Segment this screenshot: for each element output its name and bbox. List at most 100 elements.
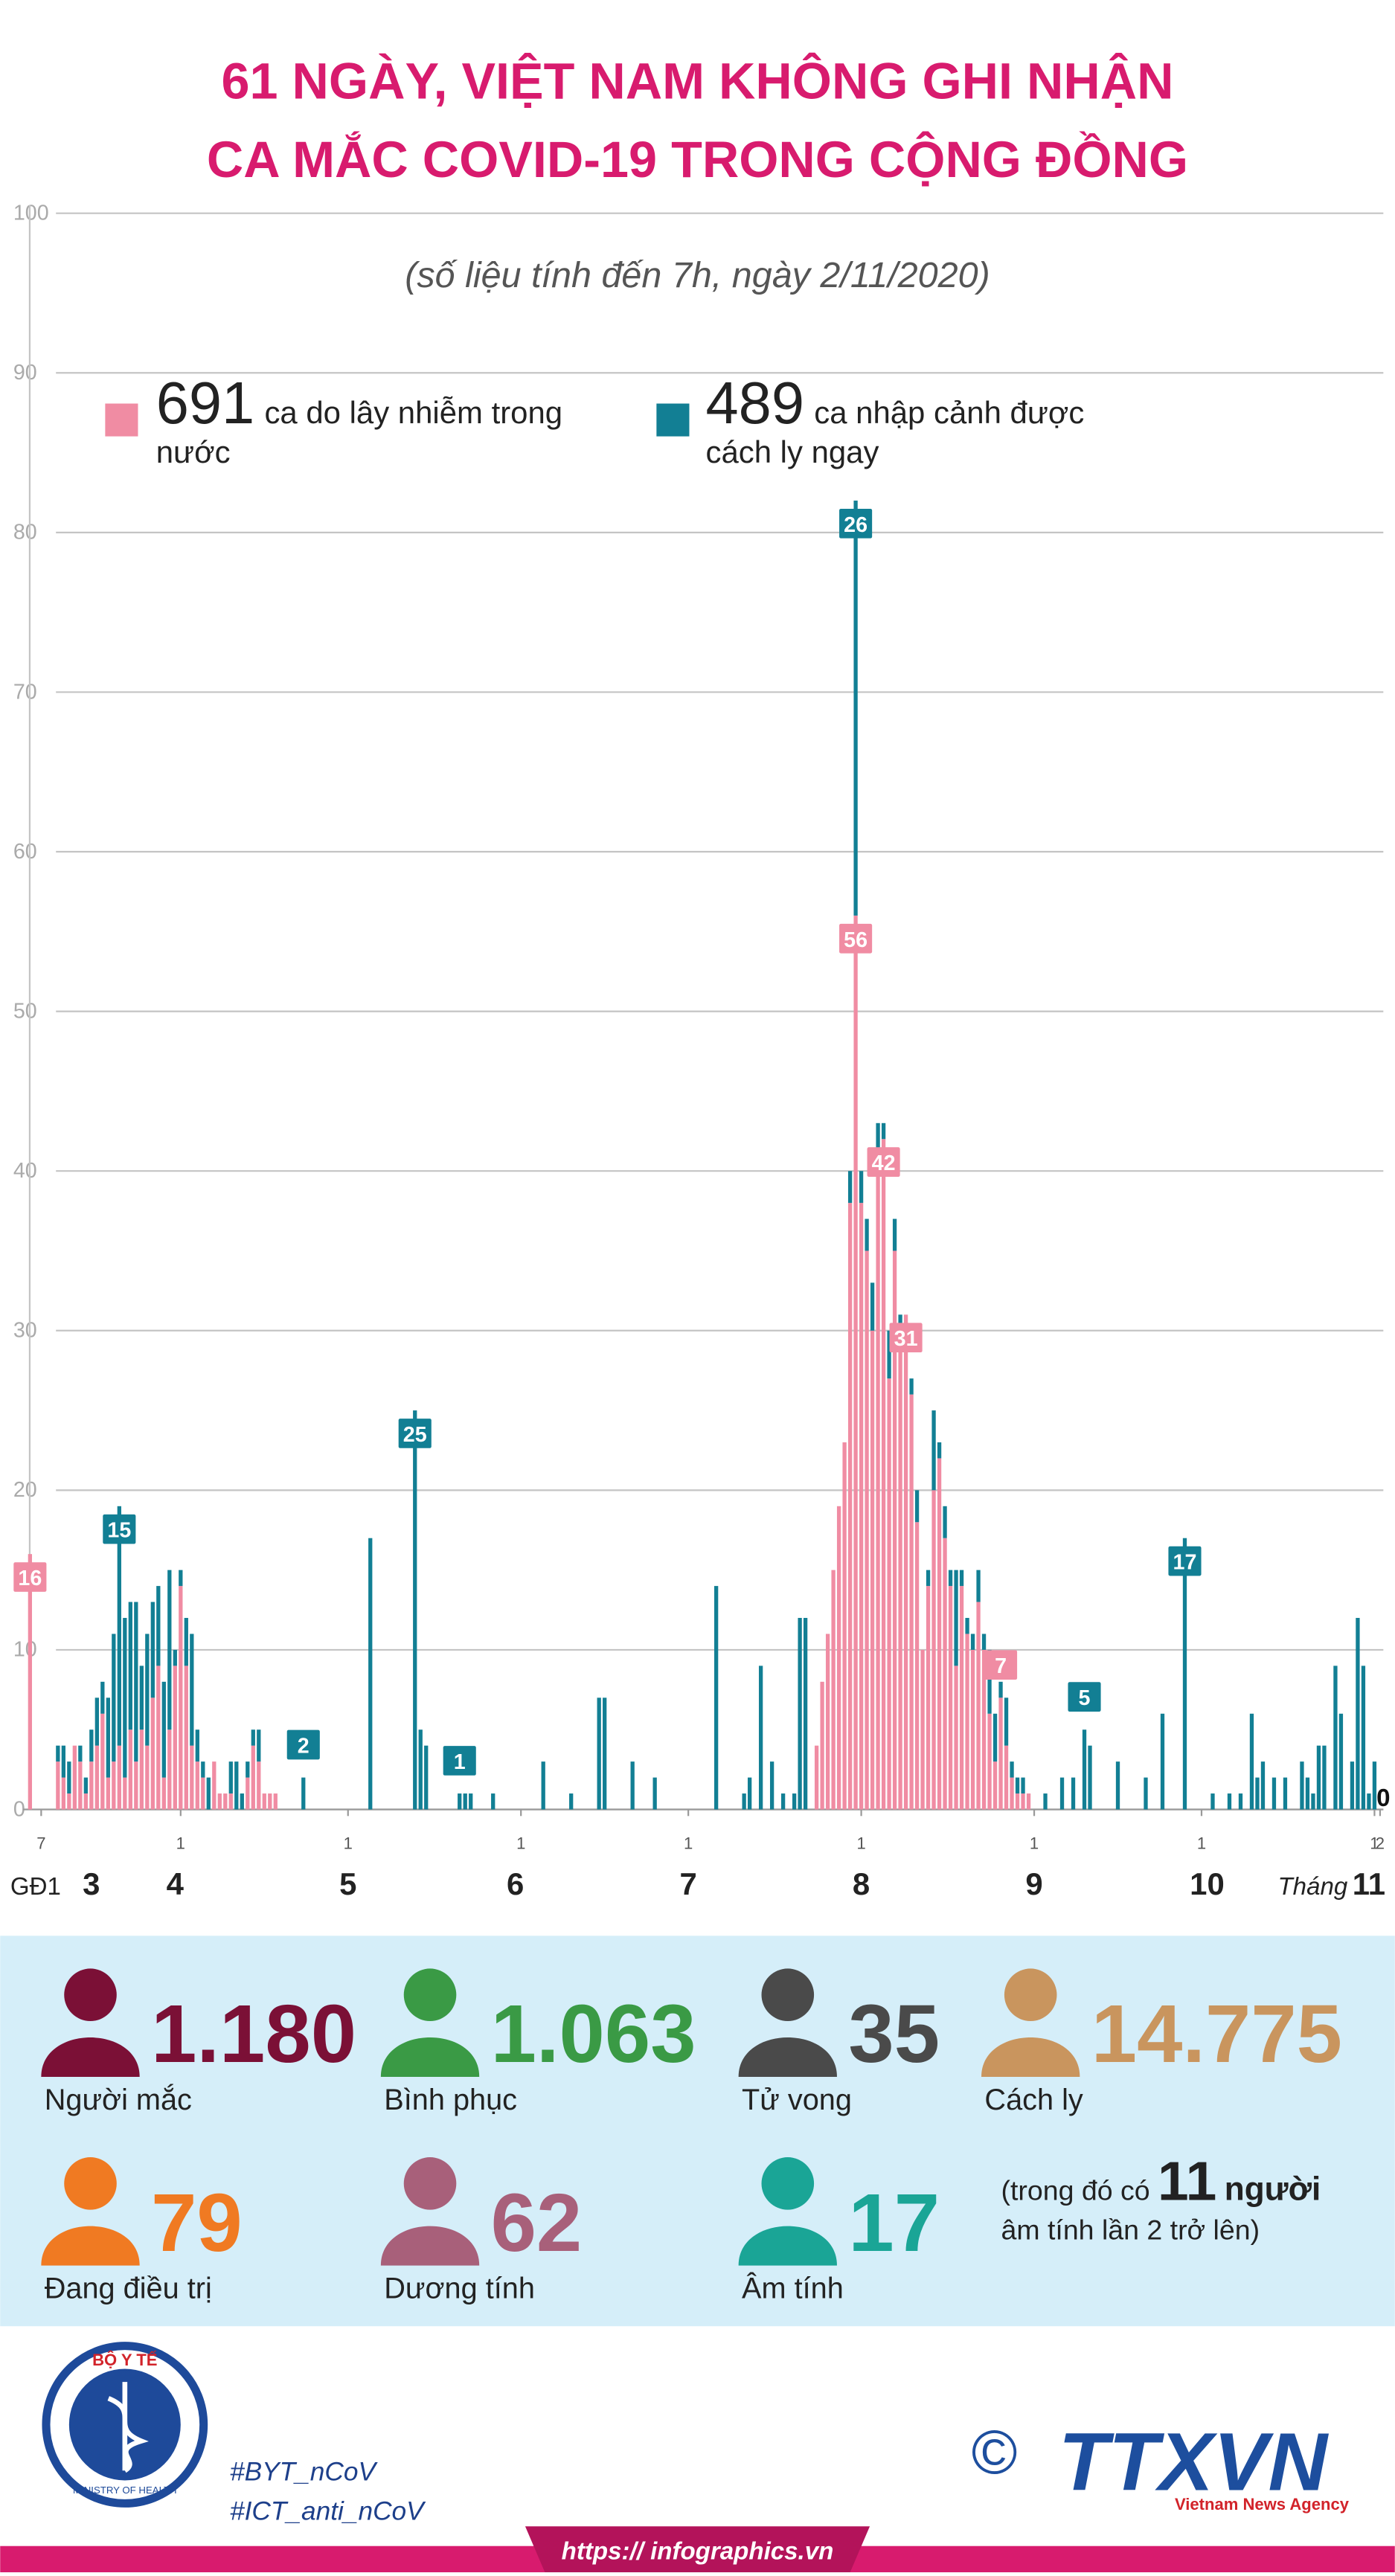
footer-tab	[525, 2526, 870, 2572]
x-tick-label: 1	[176, 1834, 185, 1852]
logo-ministry: BỘ Y TẾ MINISTRY OF HEALTH	[42, 2342, 208, 2508]
y-tick-label: 80	[13, 521, 37, 545]
bar-segment	[78, 1745, 83, 1762]
bar-segment	[94, 1697, 99, 1746]
bar-segment	[876, 1122, 880, 1172]
bar-segment	[842, 1442, 847, 1810]
bar-segment	[123, 1777, 127, 1810]
stat-label: Cách ly	[984, 2084, 1083, 2116]
y-tick-label: 60	[13, 840, 37, 864]
data-label: 26	[844, 513, 868, 537]
bar-segment	[61, 1777, 65, 1810]
bar-segment	[145, 1745, 150, 1810]
bar-segment	[541, 1761, 545, 1810]
y-tick-label: 10	[13, 1638, 37, 1662]
bar-segment	[100, 1713, 105, 1810]
bar-segment	[1300, 1761, 1304, 1810]
legend-total: 691	[155, 373, 255, 437]
bar-segment	[865, 1250, 869, 1810]
legend-entry: 691 ca do lây nhiễm trong nước	[156, 374, 583, 475]
bar-segment	[876, 1171, 880, 1810]
legend-label: ca do lây nhiễm trong nước	[155, 396, 563, 471]
bar-segment	[89, 1729, 94, 1762]
data-label-box	[1068, 1682, 1101, 1712]
bar-segment	[1322, 1745, 1327, 1810]
data-label-box	[839, 508, 873, 539]
bar-segment	[128, 1602, 132, 1730]
bar-segment	[931, 1410, 936, 1491]
bar-segment	[458, 1793, 462, 1810]
bar-segment	[1283, 1777, 1288, 1810]
bar-segment	[463, 1793, 467, 1810]
bar-segment	[179, 1586, 183, 1810]
title-line: CA MẮC COVID-19 TRONG CỘNG ĐỒNG	[207, 131, 1188, 188]
data-label: 16	[18, 1567, 42, 1590]
bar-segment	[948, 1570, 953, 1587]
legend-text: 691 ca do lây nhiễm trong nước	[156, 374, 583, 475]
subtitle: (số liệu tính đến 7h, ngày 2/11/2020)	[405, 255, 990, 295]
bar-segment	[100, 1681, 105, 1714]
bar-segment	[1015, 1777, 1020, 1794]
bar-segment	[134, 1602, 138, 1762]
person-icon-body	[41, 2226, 140, 2266]
y-tick-label: 100	[13, 202, 49, 225]
bar-segment	[987, 1649, 992, 1714]
bar-segment	[954, 1570, 958, 1666]
bar-segment	[853, 915, 858, 1810]
bar-segment	[217, 1793, 222, 1810]
bar-segment	[713, 1586, 719, 1810]
bar-segment	[139, 1666, 144, 1730]
bar-segment	[1021, 1793, 1025, 1810]
bar-segment	[1333, 1666, 1338, 1810]
title-line: 61 NGÀY, VIỆT NAM KHÔNG GHI NHẬN	[222, 52, 1174, 109]
bar-segment	[1238, 1793, 1243, 1810]
bar-segment	[881, 1139, 886, 1810]
data-label: 42	[872, 1152, 896, 1175]
bar-segment	[1021, 1777, 1025, 1794]
bar-segment	[67, 1793, 71, 1810]
person-icon-head	[1004, 1968, 1057, 2021]
bar-segment	[67, 1761, 71, 1794]
legend-label: ca nhập cảnh được cách ly ngay	[705, 396, 1085, 471]
bar-segment	[937, 1458, 942, 1810]
bar-segment	[1311, 1793, 1315, 1810]
legend-swatch	[656, 403, 690, 437]
y-tick-label: 50	[13, 999, 37, 1023]
bar-segment	[228, 1761, 233, 1794]
bar-segment	[954, 1666, 958, 1810]
bar-segment	[747, 1777, 752, 1810]
stats-panel	[0, 1936, 1395, 2327]
bar-segment	[937, 1442, 942, 1459]
bar-segment	[78, 1761, 83, 1810]
hashtag: #BYT_nCoV	[230, 2458, 379, 2487]
bar-segment	[943, 1506, 947, 1538]
bar-segment	[1182, 1538, 1187, 1810]
bar-segment	[273, 1793, 278, 1810]
y-tick-label: 30	[13, 1319, 37, 1343]
bar-segment	[190, 1634, 194, 1746]
bar-segment	[173, 1666, 177, 1810]
bar-segment	[117, 1506, 121, 1746]
bar-segment	[909, 1394, 914, 1810]
bar-segment	[251, 1729, 255, 1746]
bar-segment	[965, 1634, 969, 1810]
bar-segment	[909, 1378, 914, 1395]
bar-segment	[742, 1793, 746, 1810]
note-part: người	[1224, 2171, 1321, 2209]
person-icon-body	[738, 2226, 837, 2266]
person-icon-head	[403, 1968, 457, 2021]
bar-segment	[1356, 1618, 1360, 1810]
bar-segment	[780, 1793, 786, 1810]
bar-segment	[792, 1793, 797, 1810]
bar-segment	[1004, 1697, 1009, 1746]
data-label: 17	[1173, 1551, 1197, 1575]
bar-segment	[234, 1761, 239, 1810]
logo-caduceus	[107, 2382, 149, 2473]
person-icon-head	[761, 2157, 815, 2210]
bar-segment	[847, 1171, 853, 1204]
bar-segment	[139, 1729, 144, 1810]
bar-segment	[1043, 1793, 1048, 1810]
bar-segment	[190, 1745, 194, 1810]
bar-segment	[1367, 1793, 1371, 1810]
bar-segment	[926, 1570, 931, 1587]
